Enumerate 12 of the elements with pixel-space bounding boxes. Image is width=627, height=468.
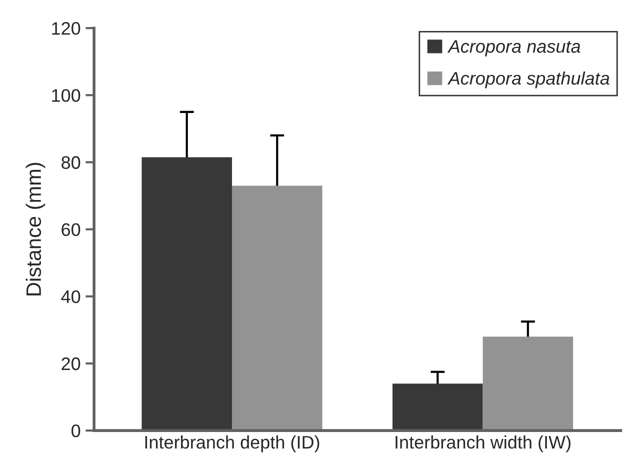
- y-tick-label: 0: [72, 424, 80, 438]
- legend-label: Acropora spathulata: [447, 71, 610, 88]
- x-tick-label: Interbranch width (IW): [396, 435, 570, 452]
- y-tick-label: 100: [52, 89, 80, 102]
- x-tick-label: Interbranch depth (ID): [145, 435, 320, 452]
- legend-label: Acropora nasuta: [447, 40, 580, 56]
- y-tick-label: 80: [62, 156, 80, 169]
- y-tick-label: 40: [61, 290, 80, 304]
- y-tick-label: 60: [62, 223, 80, 236]
- y-tick-label: 20: [62, 357, 80, 370]
- y-tick-label: 120: [52, 22, 80, 35]
- y-axis-title: Distance (mm): [26, 162, 46, 296]
